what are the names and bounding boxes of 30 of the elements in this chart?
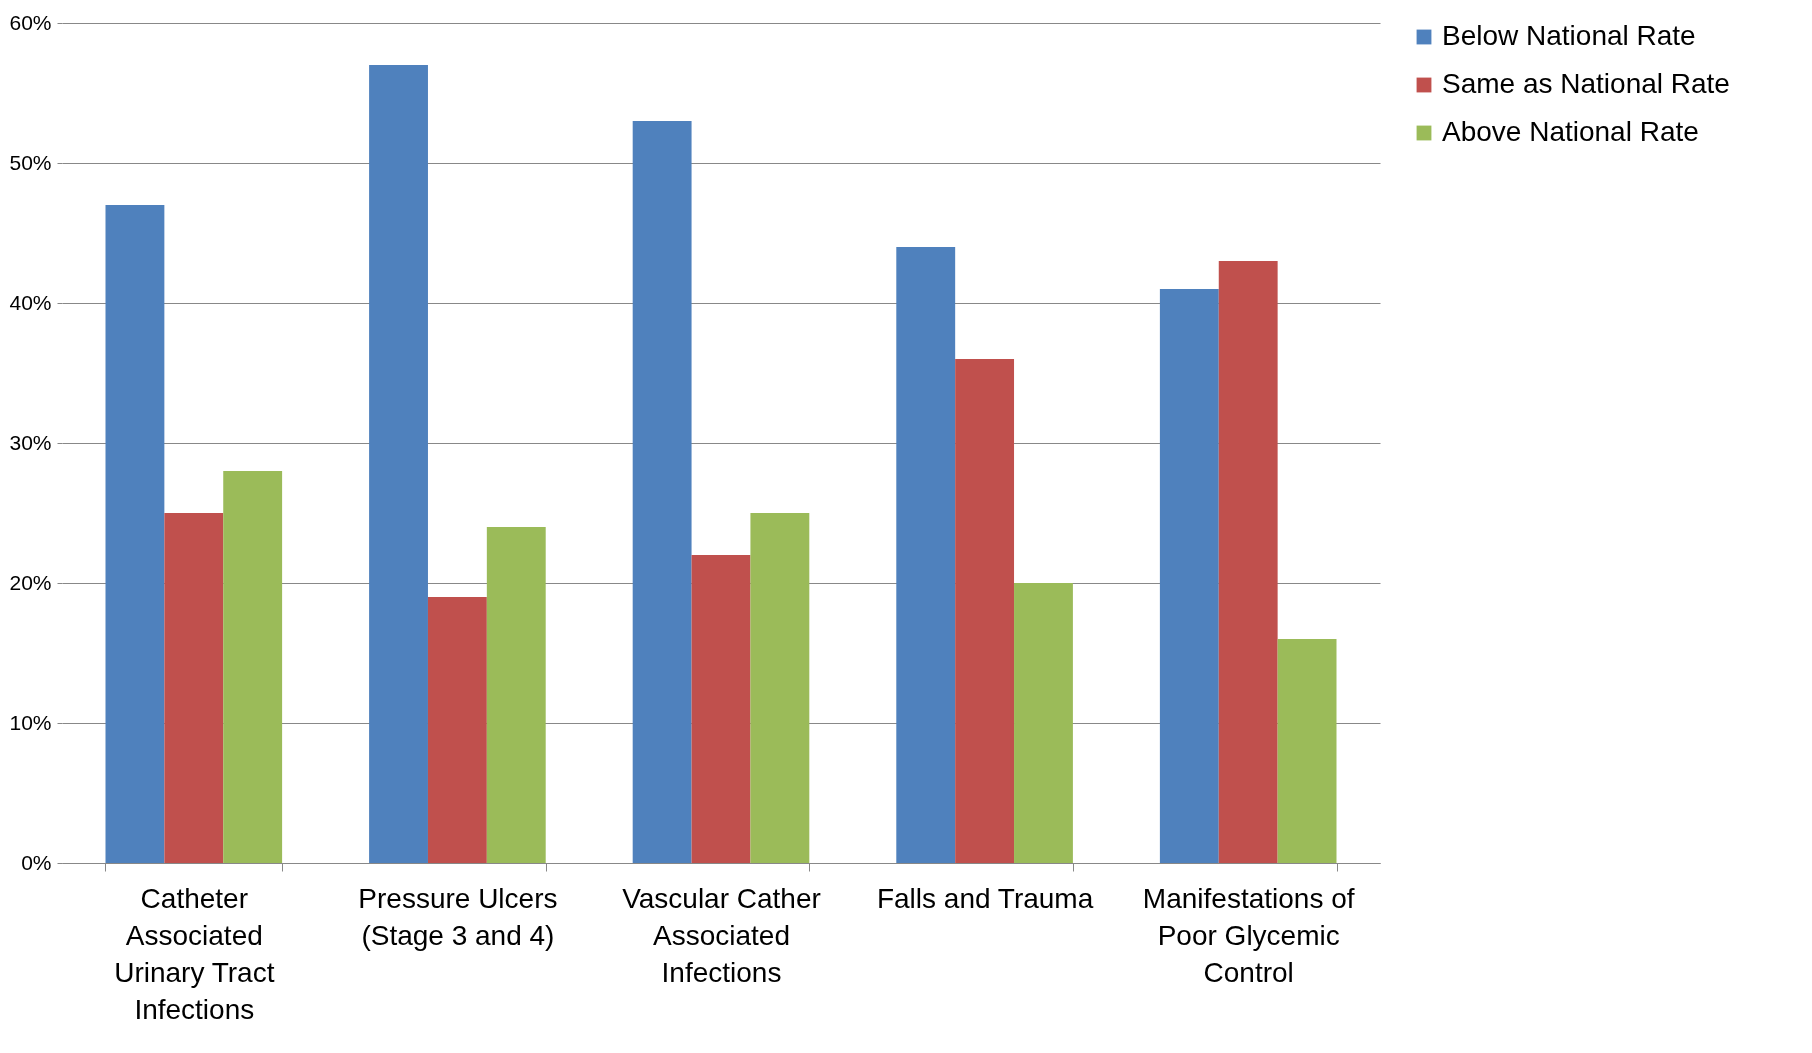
bar xyxy=(486,527,546,863)
bar xyxy=(164,513,224,863)
bar xyxy=(750,513,810,863)
bar xyxy=(223,471,283,863)
bar xyxy=(369,65,428,863)
legend-label: Above National Rate xyxy=(1442,116,1699,147)
bar xyxy=(1277,639,1337,863)
y-tick-label: 20% xyxy=(9,570,52,594)
x-tick-label: Catheter Associated Urinary Tract Infections xyxy=(114,882,275,1025)
bar xyxy=(1218,261,1278,863)
x-tick-label: Pressure Ulcers (Stage 3 and 4) xyxy=(358,882,558,951)
y-tick-label: 60% xyxy=(9,10,52,34)
bar xyxy=(427,597,487,863)
x-tick-label: Falls and Trauma xyxy=(876,882,1094,914)
bar xyxy=(896,247,956,863)
bar xyxy=(632,121,692,863)
y-tick-label: 40% xyxy=(9,290,52,314)
bar xyxy=(1014,583,1073,863)
y-tick-label: 10% xyxy=(9,710,52,734)
x-tick-label: Manifestations of Poor Glycemic Control xyxy=(1142,882,1355,988)
y-tick-label: 50% xyxy=(9,150,52,174)
legend-label: Same as National Rate xyxy=(1442,68,1730,99)
x-tick-label: Vascular Cather Associated Infections xyxy=(622,882,821,988)
legend-label: Below National Rate xyxy=(1442,20,1696,51)
y-tick-label: 0% xyxy=(21,850,52,874)
bar xyxy=(105,205,165,863)
bar xyxy=(691,555,751,863)
bar xyxy=(1159,289,1219,863)
bar xyxy=(955,359,1015,863)
y-tick-label: 30% xyxy=(9,430,52,454)
